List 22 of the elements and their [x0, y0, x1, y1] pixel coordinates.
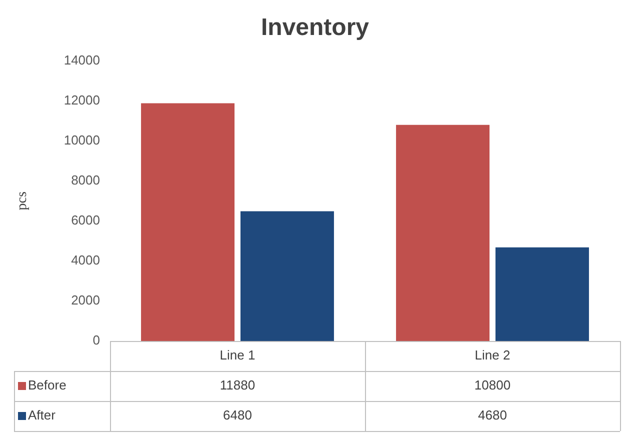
- x-tick-label: Line 2: [474, 348, 510, 363]
- y-tick-label: 8000: [71, 172, 100, 188]
- bar: [495, 247, 589, 341]
- legend-label: Before: [28, 378, 66, 393]
- legend-label: After: [28, 408, 56, 423]
- bar: [396, 124, 490, 341]
- chart-title: Inventory: [260, 14, 370, 42]
- y-tick-label: 12000: [64, 92, 100, 108]
- y-tick-label: 4000: [71, 252, 100, 268]
- y-tick-label: 10000: [64, 132, 100, 148]
- bar: [141, 103, 235, 341]
- x-tick-label: Line 1: [220, 348, 256, 363]
- y-tick-label: 2000: [71, 292, 100, 308]
- bar: [240, 211, 334, 341]
- data-label: 10800: [474, 378, 511, 393]
- y-tick-label: 14000: [64, 52, 100, 68]
- y-tick-label: 6000: [71, 212, 100, 228]
- data-label: 4680: [478, 408, 507, 423]
- data-label: 11880: [220, 378, 256, 393]
- data-label: 6480: [223, 408, 252, 423]
- y-tick-label: 0: [92, 332, 100, 348]
- y-axis-title: pcs: [15, 192, 30, 210]
